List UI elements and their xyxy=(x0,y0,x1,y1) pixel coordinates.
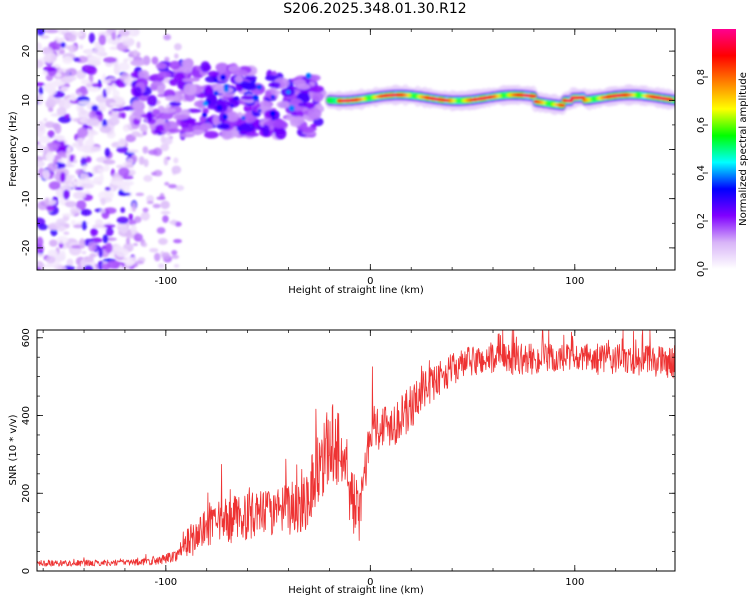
svg-text:0: 0 xyxy=(21,146,32,152)
svg-text:600: 600 xyxy=(21,328,32,347)
svg-text:0.4: 0.4 xyxy=(696,165,707,181)
svg-text:0.6: 0.6 xyxy=(696,117,707,133)
heatmap-y-tick: 10 xyxy=(21,94,675,107)
heatmap-content xyxy=(37,29,675,270)
snr-x-tick: 0 xyxy=(367,330,374,588)
colorbar-tick: 0.2 xyxy=(696,213,708,229)
heatmap-y-tick: 20 xyxy=(21,45,675,58)
heatmap-y-tick: 0 xyxy=(21,146,675,153)
svg-text:-100: -100 xyxy=(154,276,177,287)
heatmap-y-tick: -10 xyxy=(21,191,675,207)
colorbar-tick: 0.6 xyxy=(696,117,708,133)
svg-text:0.2: 0.2 xyxy=(696,213,707,229)
svg-text:0: 0 xyxy=(367,577,373,588)
colorbar-tick: 0.4 xyxy=(696,165,708,181)
colorbar-tick: 0.0 xyxy=(696,261,708,277)
colorbar-gradient xyxy=(712,29,736,269)
snr-panel: -100 0 100 0 200 400 600 Height of straight l… xyxy=(8,328,676,596)
colorbar-tick: 0.8 xyxy=(696,69,708,85)
snr-y-axis: 0 200 400 600 xyxy=(21,328,675,574)
snr-y-tick: 600 xyxy=(21,328,675,347)
heatmap-y-axis: 20 10 0 -10 -20 xyxy=(21,45,675,256)
heatmap-x-tick: 100 xyxy=(565,29,584,287)
heatmap-x-axis: -100 0 100 xyxy=(42,29,657,287)
svg-text:0.0: 0.0 xyxy=(696,261,707,277)
svg-text:0: 0 xyxy=(21,568,32,574)
snr-y-tick: 0 xyxy=(21,568,675,574)
colorbar: 0.0 0.2 0.4 0.6 0.8 Normalized spectral ampl… xyxy=(696,29,749,277)
svg-text:100: 100 xyxy=(565,276,584,287)
snr-x-label: Height of straight line (km) xyxy=(288,585,424,596)
chart-title: S206.2025.348.01.30.R12 xyxy=(283,1,467,17)
svg-text:-20: -20 xyxy=(21,240,32,256)
heatmap-y-label: Frequency (Hz) xyxy=(8,111,19,187)
svg-text:0: 0 xyxy=(367,276,373,287)
heatmap-x-tick: -100 xyxy=(154,29,177,287)
svg-text:10: 10 xyxy=(21,94,32,107)
svg-text:-10: -10 xyxy=(21,191,32,207)
snr-y-label: SNR (10 * v/v) xyxy=(8,414,19,485)
snr-x-tick: -100 xyxy=(154,330,177,588)
svg-text:-100: -100 xyxy=(154,577,177,588)
svg-text:100: 100 xyxy=(565,577,584,588)
heatmap-x-label: Height of straight line (km) xyxy=(288,285,424,296)
snr-x-axis: -100 0 100 xyxy=(42,330,657,588)
colorbar-label: Normalized spectral amplitude xyxy=(738,72,749,226)
svg-text:20: 20 xyxy=(21,45,32,58)
svg-text:0.8: 0.8 xyxy=(696,69,707,85)
snr-series-line xyxy=(37,330,675,567)
snr-frame xyxy=(36,329,676,572)
svg-text:200: 200 xyxy=(21,484,32,503)
svg-text:400: 400 xyxy=(21,406,32,425)
heatmap-y-tick: -20 xyxy=(21,240,675,256)
snr-x-tick: 100 xyxy=(565,330,584,588)
snr-y-tick: 400 xyxy=(21,406,675,425)
colorbar-ticks: 0.0 0.2 0.4 0.6 0.8 xyxy=(696,69,708,277)
snr-y-tick: 200 xyxy=(21,484,675,503)
heatmap-x-tick: 0 xyxy=(367,29,374,287)
